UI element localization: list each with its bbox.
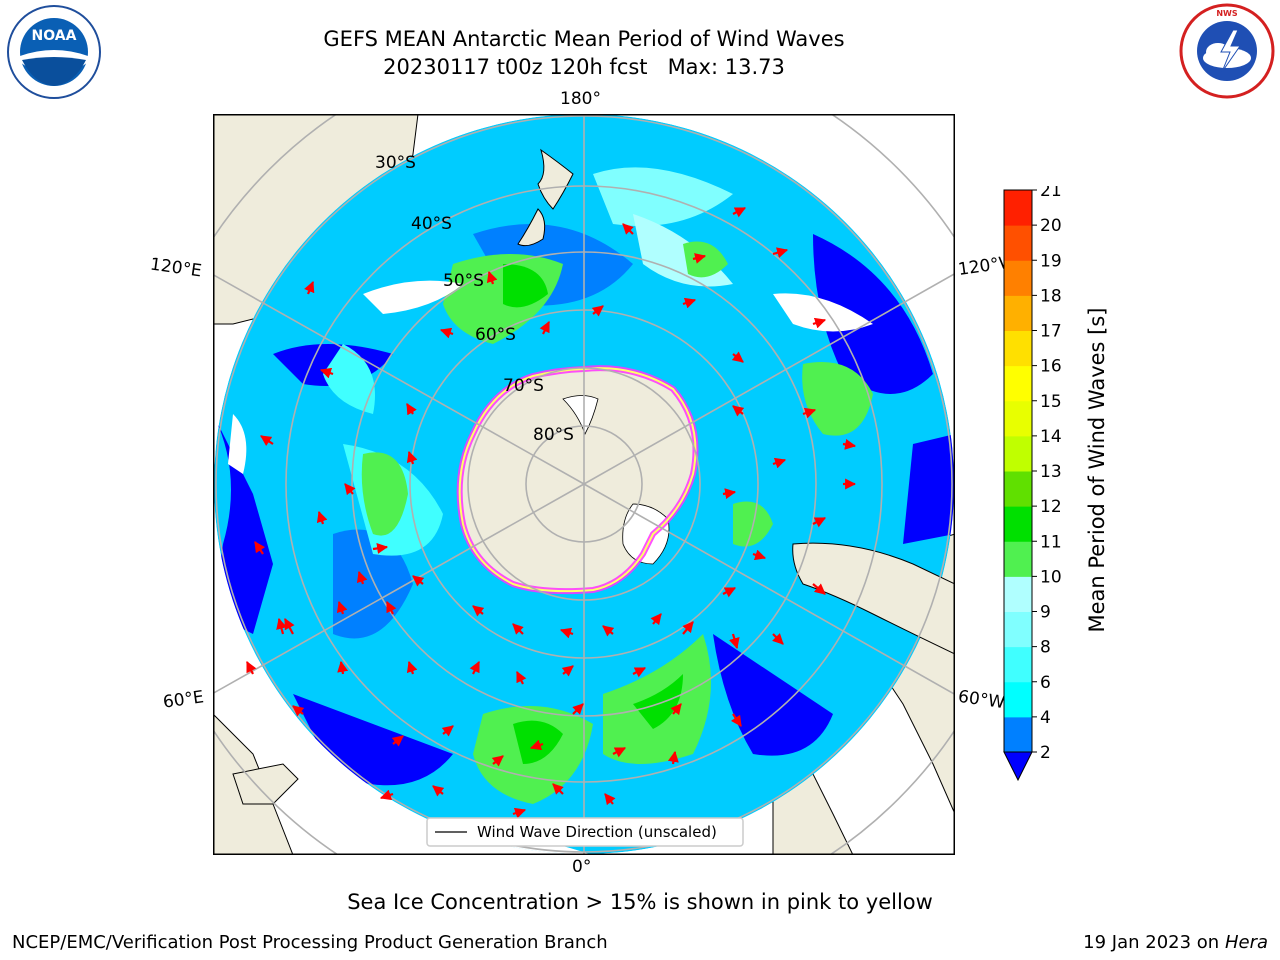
colorbar-tick-label: 15 xyxy=(1040,392,1062,412)
colorbar-band xyxy=(1004,365,1032,402)
lat-labels: 30°S 40°S 50°S 60°S 70°S 80°S xyxy=(375,153,574,445)
footer-right: 19 Jan 2023 on Hera xyxy=(1083,932,1268,953)
colorbar-tick-label: 13 xyxy=(1040,462,1062,482)
sea-ice-caption: Sea Ice Concentration > 15% is shown in … xyxy=(347,890,933,914)
footer-machine: Hera xyxy=(1224,932,1268,953)
colorbar-band xyxy=(1004,435,1032,472)
lat-label: 30°S xyxy=(375,153,416,173)
svg-text:NWS: NWS xyxy=(1216,9,1238,18)
colorbar-tick-label: 17 xyxy=(1040,322,1062,342)
lat-label: 40°S xyxy=(411,214,452,234)
map-legend: Wind Wave Direction (unscaled) xyxy=(426,817,744,847)
landmasses-inside xyxy=(517,148,955,655)
colorbar-band xyxy=(1004,295,1032,331)
colorbar-tick-label: 20 xyxy=(1040,216,1062,236)
colorbar-band xyxy=(1004,400,1032,437)
colorbar-tick-label: 9 xyxy=(1040,603,1051,623)
graticule xyxy=(213,114,955,855)
colorbar-tick-label: 6 xyxy=(1040,673,1051,693)
chart-title-line2: 20230117 t00z 120h fcst Max: 13.73 xyxy=(383,55,785,79)
lat-label: 60°S xyxy=(475,325,516,345)
national-weather-service-logo: NWS xyxy=(1179,3,1275,99)
colorbar-band xyxy=(1004,190,1032,226)
lon-label-180: 180° xyxy=(560,89,601,109)
polar-map: 30°S 40°S 50°S 60°S 70°S 80°S Wind Wave … xyxy=(213,114,955,855)
lon-label-120E: 120°E xyxy=(148,254,203,282)
colorbar-tick-label: 12 xyxy=(1040,497,1062,517)
colorbar-label: Mean Period of Wind Waves [s] xyxy=(1085,307,1109,633)
colorbar-band xyxy=(1004,225,1032,261)
colorbar-band xyxy=(1004,330,1032,367)
lon-label-0: 0° xyxy=(572,857,592,877)
colorbar-band xyxy=(1004,646,1032,683)
colorbar-band xyxy=(1004,611,1032,648)
footer-date: 19 Jan 2023 on xyxy=(1083,932,1225,953)
colorbar: 2 4 6 8 9 10 11 12 13 14 15 16 17 18 19 20 21 xyxy=(1003,186,1062,782)
colorbar-tick-label: 4 xyxy=(1040,708,1051,728)
wind-wave-arrows xyxy=(246,207,857,819)
colorbar-band xyxy=(1004,716,1032,753)
colorbar-band xyxy=(1004,506,1032,542)
colorbar-tick-label: 21 xyxy=(1040,186,1062,201)
colorbar-band xyxy=(1004,471,1032,507)
colorbar-band xyxy=(1004,576,1032,612)
noaa-logo: NOAA xyxy=(7,5,101,99)
lon-label-60E: 60°E xyxy=(161,687,206,713)
noaa-logo-text: NOAA xyxy=(32,28,77,44)
colorbar-band xyxy=(1004,681,1032,718)
colorbar-band xyxy=(1004,541,1032,577)
chart-title-line1: GEFS MEAN Antarctic Mean Period of Wind … xyxy=(323,27,845,51)
lat-label: 80°S xyxy=(533,425,574,445)
colorbar-tick-label: 19 xyxy=(1040,251,1062,271)
colorbar-tick-label: 10 xyxy=(1040,567,1062,587)
colorbar-tick-label: 8 xyxy=(1040,638,1051,658)
lon-label-60W: 60°W xyxy=(956,686,1007,714)
colorbar-tick-label: 14 xyxy=(1040,427,1062,447)
colorbar-band xyxy=(1004,260,1032,296)
lat-label: 70°S xyxy=(503,376,544,396)
colorbar-extend-min xyxy=(1003,751,1033,782)
lat-label: 50°S xyxy=(443,271,484,291)
footer-left: NCEP/EMC/Verification Post Processing Pr… xyxy=(12,932,608,953)
colorbar-tick-label: 16 xyxy=(1040,357,1062,377)
legend-label: Wind Wave Direction (unscaled) xyxy=(477,823,717,841)
colorbar-tick-label: 11 xyxy=(1040,532,1062,552)
colorbar-tick-label: 18 xyxy=(1040,286,1062,306)
colorbar-tick-label: 2 xyxy=(1040,743,1051,763)
